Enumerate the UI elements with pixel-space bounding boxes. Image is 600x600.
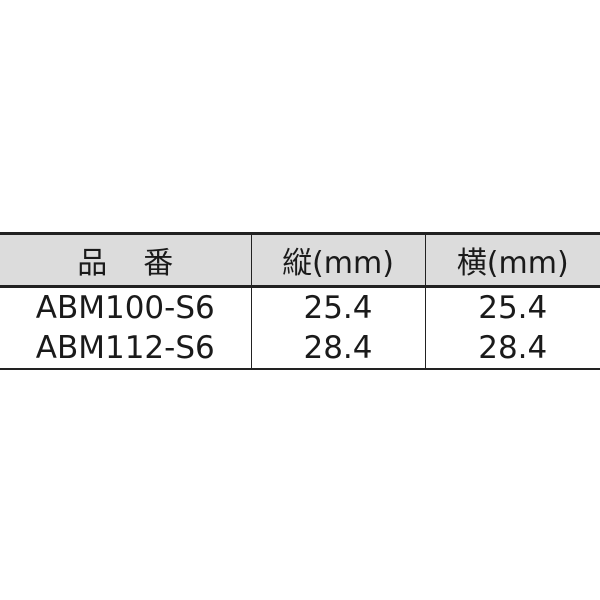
header-height: 縦(mm) [250, 233, 425, 287]
cell-width: 25.4 [424, 286, 600, 328]
cell-width: 28.4 [424, 328, 600, 369]
table-row: ABM100-S6 25.4 25.4 [0, 286, 600, 328]
cell-part-number: ABM112-S6 [35, 330, 215, 366]
cell-height: 28.4 [250, 328, 425, 369]
cell-height: 25.4 [250, 286, 425, 328]
table-row: ABM112-S6 28.4 28.4 [0, 328, 600, 369]
header-row: 品番 縦(mm) 横(mm) [0, 233, 600, 287]
header-part-number: 品番 [77, 246, 210, 281]
header-width: 横(mm) [424, 233, 600, 287]
spec-table: 品番 縦(mm) 横(mm) ABM100-S6 25.4 25.4 ABM11… [0, 232, 600, 370]
cell-part-number: ABM100-S6 [35, 290, 215, 326]
